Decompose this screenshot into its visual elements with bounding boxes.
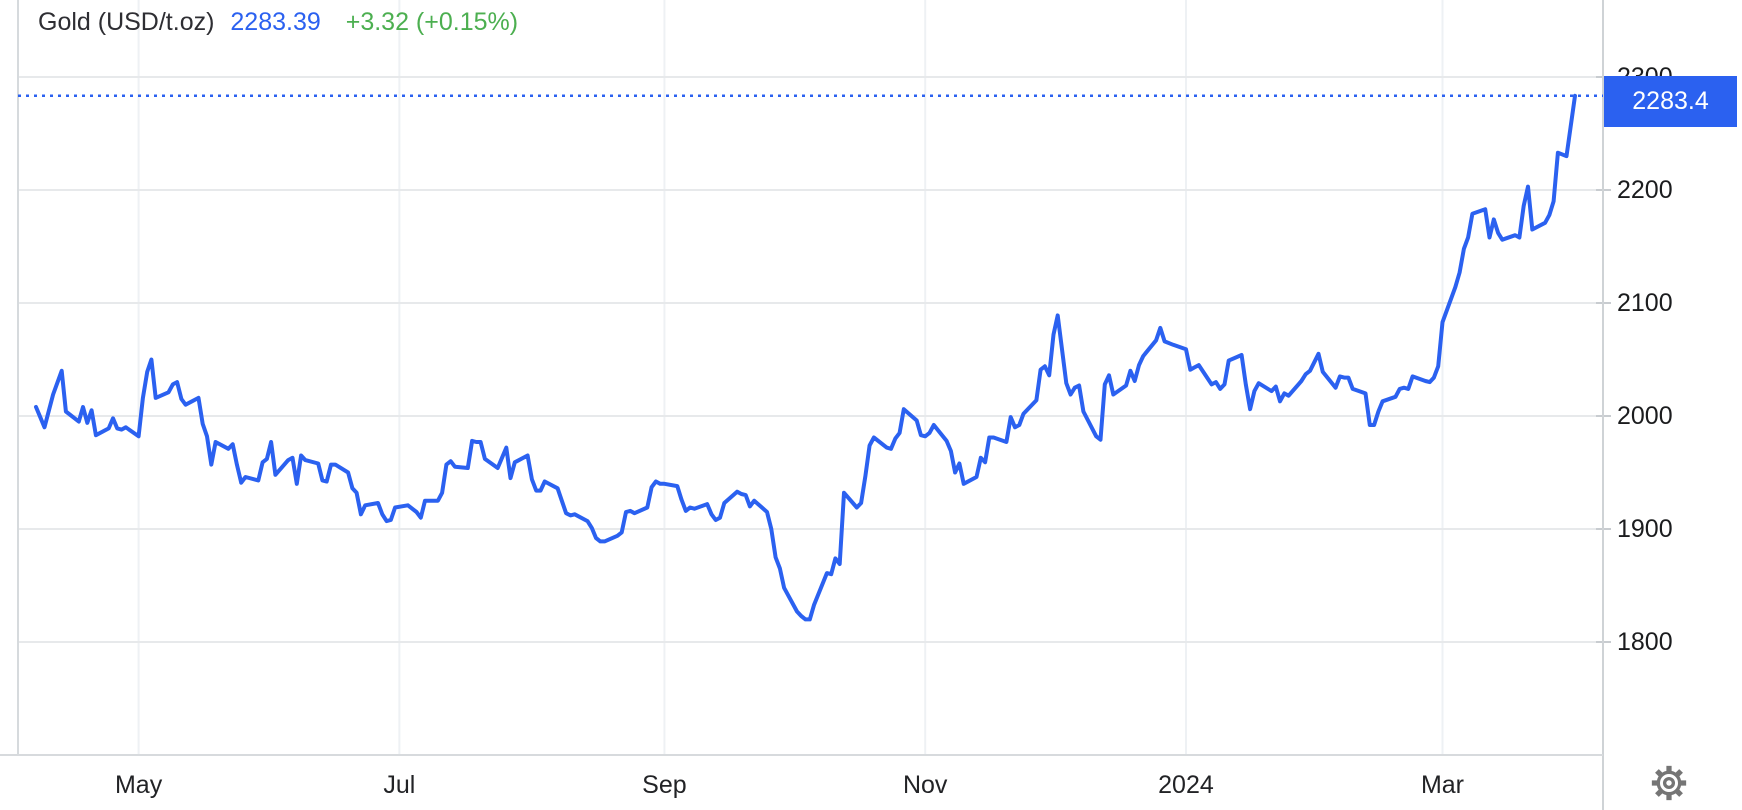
x-axis-label-Jul: Jul [383,771,416,799]
x-axis-label-May: May [114,771,163,799]
chart-header: Gold (USD/t.oz) 2283.39 +3.32 (+0.15%) [38,8,518,37]
y-axis-label-2000: 2000 [1617,402,1673,430]
x-axis-label-Nov: Nov [902,771,948,799]
price-change: +3.32 (+0.15%) [345,8,519,36]
current-price-badge: 2283.4 [1604,76,1737,127]
instrument-title: Gold (USD/t.oz) [38,8,215,36]
x-axis-label-Mar: Mar [1420,771,1464,799]
y-axis-label-2200: 2200 [1617,176,1673,204]
y-axis-label-1800: 1800 [1617,628,1673,656]
y-axis-label-2100: 2100 [1617,289,1673,317]
x-axis-label-2024: 2024 [1158,771,1214,799]
gear-icon[interactable] [1648,762,1690,804]
price-line-series [34,93,1577,622]
x-axis-label-Sep: Sep [642,771,687,799]
last-price: 2283.39 [230,8,321,36]
y-axis-label-1900: 1900 [1617,515,1673,543]
